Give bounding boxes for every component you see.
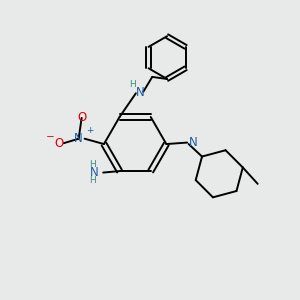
Text: O: O: [55, 137, 64, 150]
Text: O: O: [77, 111, 86, 124]
Text: N: N: [89, 166, 98, 179]
Text: −: −: [46, 132, 54, 142]
Text: +: +: [86, 126, 94, 135]
Text: H: H: [129, 80, 136, 89]
Text: H: H: [89, 160, 96, 169]
Text: H: H: [89, 176, 96, 185]
Text: N: N: [189, 136, 197, 149]
Text: N: N: [74, 132, 83, 145]
Text: N: N: [136, 86, 145, 99]
